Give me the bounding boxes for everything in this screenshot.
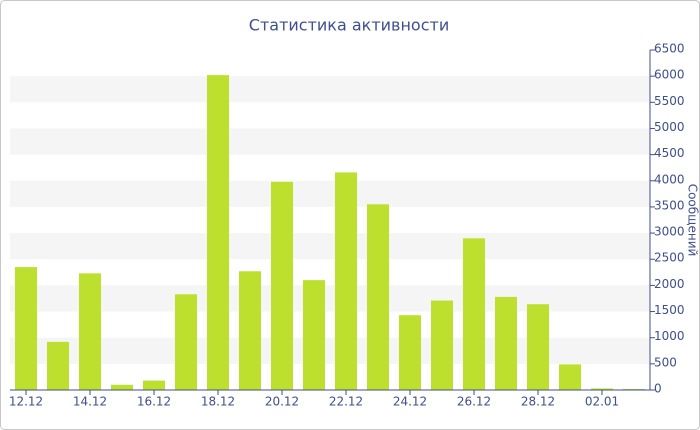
bar: [367, 204, 389, 390]
bar: [591, 388, 613, 390]
chart-title: Статистика активности: [249, 16, 449, 35]
x-tick-label: 16.12: [137, 395, 171, 409]
bar: [111, 384, 133, 390]
y-tick-label: 0: [654, 382, 662, 396]
y-tick-label: 1000: [654, 329, 685, 343]
y-tick-label: 5500: [654, 94, 685, 108]
bar: [47, 341, 69, 390]
bar: [175, 294, 197, 390]
bar: [239, 271, 261, 390]
y-tick-label: 3000: [654, 225, 685, 239]
bar: [271, 181, 293, 390]
bar: [15, 267, 37, 390]
bar: [399, 315, 421, 390]
grid-band: [10, 337, 650, 364]
y-tick-label: 5000: [654, 120, 685, 134]
y-tick-label: 500: [654, 355, 677, 369]
x-tick-label: 22.12: [329, 395, 363, 409]
x-tick-label: 20.12: [265, 395, 299, 409]
bar: [431, 300, 453, 390]
y-tick-label: 6000: [654, 68, 685, 82]
x-tick-label: 02.01: [585, 395, 619, 409]
bar: [335, 172, 357, 390]
grid-band: [10, 76, 650, 103]
y-axis-title: Сообщений: [686, 184, 700, 257]
x-tick-label: 28.12: [521, 395, 555, 409]
y-tick-label: 4500: [654, 146, 685, 160]
x-tick-label: 24.12: [393, 395, 427, 409]
grid-band: [10, 233, 650, 260]
y-tick-label: 6500: [654, 42, 685, 56]
x-tick-label: 12.12: [9, 395, 43, 409]
bar: [527, 304, 549, 390]
y-tick-label: 3500: [654, 198, 685, 212]
bar: [495, 296, 517, 390]
grid-band: [10, 180, 650, 207]
bar: [143, 380, 165, 390]
bar: [559, 364, 581, 390]
x-tick-label: 14.12: [73, 395, 107, 409]
x-tick-label: 26.12: [457, 395, 491, 409]
grid-band: [10, 285, 650, 312]
y-tick-label: 2500: [654, 251, 685, 265]
grid-band: [10, 128, 650, 155]
bar: [207, 75, 229, 390]
bar: [79, 273, 101, 390]
y-tick-label: 2000: [654, 277, 685, 291]
y-tick-label: 4000: [654, 172, 685, 186]
bar: [303, 280, 325, 390]
x-tick-label: 18.12: [201, 395, 235, 409]
bar: [623, 388, 645, 390]
bar: [463, 238, 485, 390]
y-tick-label: 1500: [654, 303, 685, 317]
